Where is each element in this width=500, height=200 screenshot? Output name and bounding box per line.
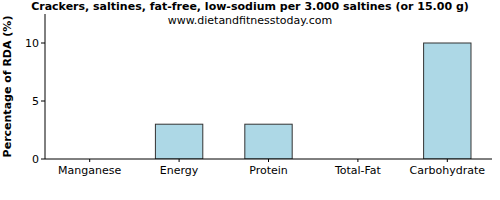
y-tick-label: 0 bbox=[32, 153, 39, 166]
y-axis-label: Percentage of RDA (%) bbox=[1, 16, 14, 158]
subtitle: www.dietandfitnesstoday.com bbox=[168, 14, 332, 27]
x-tick bbox=[447, 159, 448, 162]
y-tick bbox=[41, 159, 45, 160]
x-tick-label: Total-Fat bbox=[334, 164, 382, 177]
y-tick bbox=[41, 101, 45, 102]
x-tick-label: Carbohydrate bbox=[410, 164, 486, 177]
bar bbox=[245, 124, 292, 159]
y-tick-label: 5 bbox=[32, 95, 39, 108]
x-tick bbox=[357, 159, 358, 162]
x-tick bbox=[89, 159, 90, 162]
title: Crackers, saltines, fat-free, low-sodium… bbox=[31, 0, 469, 13]
x-tick-label: Protein bbox=[249, 164, 288, 177]
y-axis bbox=[45, 14, 46, 159]
chart: Crackers, saltines, fat-free, low-sodium… bbox=[0, 0, 500, 200]
x-tick bbox=[268, 159, 269, 162]
x-tick-label: Manganese bbox=[58, 164, 121, 177]
bar bbox=[424, 43, 471, 159]
bar bbox=[155, 124, 202, 159]
x-tick-label: Energy bbox=[160, 164, 199, 177]
x-tick bbox=[179, 159, 180, 162]
bars bbox=[155, 43, 471, 159]
y-tick-label: 10 bbox=[25, 37, 39, 50]
y-tick bbox=[41, 43, 45, 44]
